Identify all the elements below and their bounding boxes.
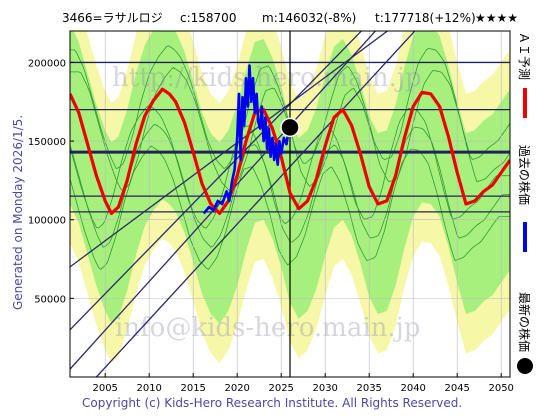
plot-frame	[69, 30, 511, 378]
ticker-label: 3466=ラサルロジ	[62, 11, 163, 25]
watermark-email: info@kids-hero.main.jp	[115, 313, 420, 343]
x-tick-label: 2015	[180, 383, 205, 394]
y-tick-label: 200000	[28, 58, 66, 69]
y-tick-label: 50000	[34, 294, 66, 305]
legend-latest-label: 最新の株価	[517, 292, 532, 352]
price-history-line	[202, 64, 291, 215]
tick-layer: 2005 2010 2015 2020 2025 2030 2035 2040 2045 2050…	[28, 58, 514, 394]
x-tick-label: 2020	[224, 383, 249, 394]
x-tick-label: 2050	[488, 383, 513, 394]
x-tick-label: 2040	[400, 383, 425, 394]
watermark-url: http://kids-hero.main.jp	[112, 63, 422, 93]
ai-forecast-line	[70, 87, 510, 215]
generated-date-label: Generated on Monday 2026/1/5.	[11, 115, 25, 310]
trend-line	[95, 31, 416, 377]
x-tick-label: 2025	[268, 383, 293, 394]
x-tick-label: 2010	[136, 383, 161, 394]
target-price: t:177718(+12%)	[375, 11, 476, 25]
rating-stars: ★★★★	[475, 11, 518, 25]
x-tick-label: 2035	[356, 383, 381, 394]
legend-latest-marker	[517, 358, 533, 374]
legend-past-swatch	[523, 222, 527, 252]
x-tick-label: 2030	[312, 383, 337, 394]
legend-past-label: 過去の株価	[517, 145, 532, 205]
legend: ＡＩ予測 過去の株価 最新の株価	[517, 32, 533, 374]
legend-ai-label: ＡＩ予測	[517, 32, 531, 80]
median-price: m:146032(-8%)	[262, 11, 356, 25]
current-price: c:158700	[180, 11, 236, 25]
x-tick-label: 2005	[92, 383, 117, 394]
x-tick-label: 2045	[444, 383, 469, 394]
y-tick-label: 100000	[28, 216, 66, 227]
legend-ai-swatch	[523, 88, 527, 118]
trend-line	[70, 31, 363, 331]
copyright-text: Copyright (c) Kids-Hero Research Institu…	[82, 396, 462, 410]
series-layer	[70, 64, 510, 215]
y-tick-label: 150000	[28, 137, 66, 148]
latest-price-marker	[280, 117, 300, 138]
